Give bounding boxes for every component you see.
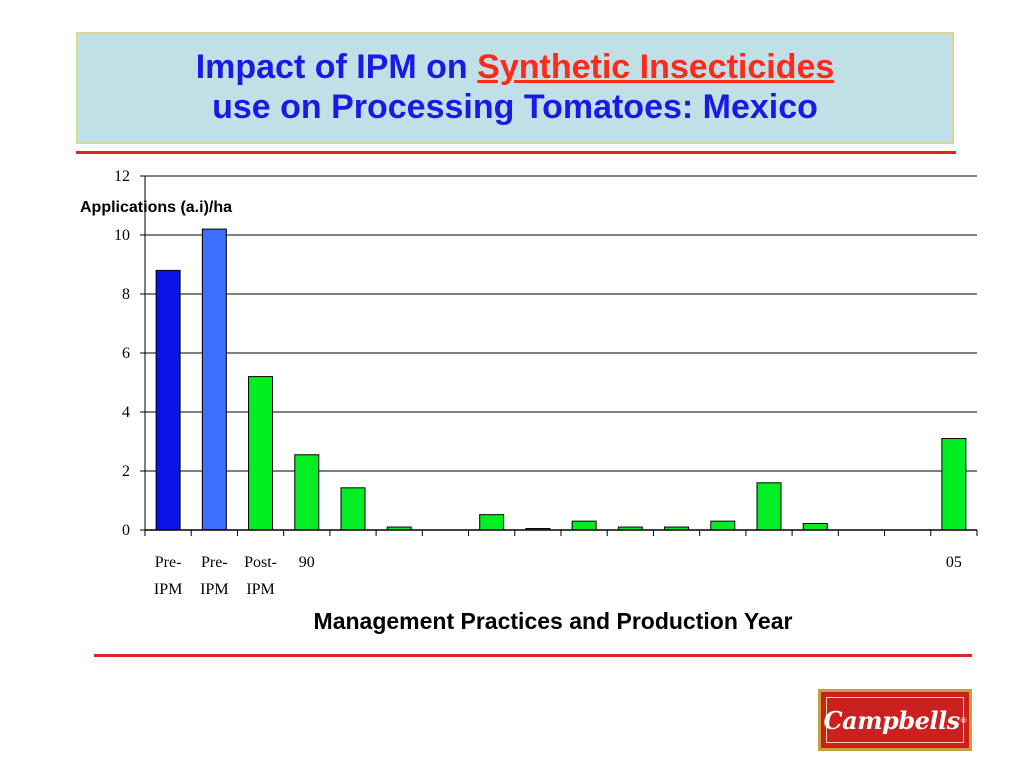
campbells-logo: Campbells ® (818, 689, 972, 751)
title-accent: Synthetic Insecticides (477, 48, 835, 86)
title-box: Impact of IPM on Synthetic Insecticides … (76, 32, 954, 144)
bar (756, 482, 782, 531)
title-line-1: Impact of IPM on Synthetic Insecticides (78, 47, 952, 87)
x-tick-label: Pre- (155, 554, 182, 571)
logo-wordmark: Campbells (823, 705, 960, 735)
y-tick-label: 8 (122, 286, 130, 303)
top-divider (76, 151, 956, 154)
x-tick-label: IPM (246, 581, 274, 598)
x-tick-label: 90 (299, 554, 315, 571)
y-tick-label: 0 (122, 522, 130, 539)
y-tick-label: 6 (122, 345, 130, 362)
bottom-divider (94, 654, 972, 657)
bar (479, 514, 505, 531)
bars (155, 228, 967, 531)
bar (248, 376, 274, 531)
logo-registered-mark: ® (960, 715, 967, 725)
y-tick-label: 4 (122, 404, 130, 421)
bar (201, 228, 227, 531)
y-axis-label: Applications (a.i)/ha (80, 199, 232, 216)
title-line-2: use on Processing Tomatoes: Mexico (212, 88, 818, 126)
y-tick-label: 10 (114, 227, 130, 244)
bar (571, 520, 597, 531)
bar (710, 520, 736, 531)
bar (155, 269, 181, 531)
x-tick-label: IPM (154, 581, 182, 598)
y-tick-label: 2 (122, 463, 130, 480)
y-tick-label: 12 (114, 168, 130, 185)
gridlines (145, 175, 977, 472)
axes (140, 175, 978, 536)
x-tick-label: Pre- (201, 554, 228, 571)
x-tick-label: IPM (200, 581, 228, 598)
title-prefix: Impact of IPM on (195, 48, 478, 86)
tick-labels: 0 2 4 6 8 10 12 Pre- IPM Pre- IPM Post- IPM 90 05 (114, 168, 962, 598)
bar (340, 487, 366, 531)
logo-frame: Campbells ® (823, 697, 967, 743)
x-axis-label: Management Practices and Production Year (314, 608, 793, 634)
bar (802, 523, 828, 531)
x-tick-label: 05 (946, 554, 962, 571)
bar (941, 438, 967, 531)
x-tick-label: Post- (244, 554, 277, 571)
bar (294, 454, 320, 531)
